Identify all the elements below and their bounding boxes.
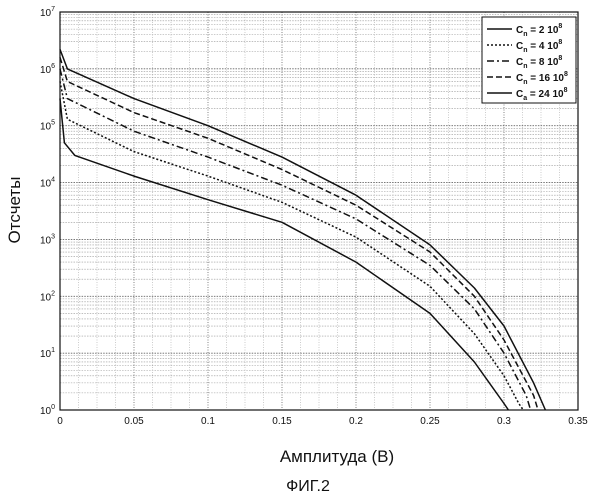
legend-entry: Cn = 16 108 bbox=[516, 71, 568, 86]
y-tick-label: 103 bbox=[40, 233, 55, 246]
legend-entry: Cn = 2 108 bbox=[516, 23, 562, 38]
x-tick-label: 0.05 bbox=[124, 416, 144, 427]
y-tick-label: 101 bbox=[40, 347, 55, 360]
series-line-3 bbox=[59, 68, 532, 411]
x-tick-label: 0.35 bbox=[568, 416, 588, 427]
legend-entry: Ca = 24 108 bbox=[516, 87, 568, 102]
y-tick-label: 102 bbox=[40, 290, 55, 303]
plot-frame bbox=[59, 11, 579, 411]
y-axis-title: Отсчеты bbox=[5, 177, 24, 244]
y-tick-label: 100 bbox=[40, 404, 55, 417]
y-tick-label: 106 bbox=[40, 63, 55, 76]
x-tick-label: 0 bbox=[57, 416, 63, 427]
legend-entry: Cn = 8 108 bbox=[516, 55, 562, 70]
series-line-2 bbox=[59, 81, 524, 411]
x-tick-label: 0.2 bbox=[349, 416, 363, 427]
x-tick-label: 0.25 bbox=[420, 416, 440, 427]
y-tick-labels: 100 101 102 103 104 105 106 107 bbox=[40, 6, 55, 417]
series-line-1 bbox=[59, 98, 510, 411]
x-tick-label: 0.3 bbox=[497, 416, 511, 427]
series-line-5 bbox=[59, 49, 547, 411]
x-tick-label: 0.15 bbox=[272, 416, 292, 427]
series-lines bbox=[59, 49, 547, 411]
y-tick-label: 104 bbox=[40, 177, 55, 190]
y-tick-label: 105 bbox=[40, 120, 55, 133]
figure-caption: ФИГ.2 bbox=[286, 478, 330, 495]
x-tick-labels: 0 0.05 0.1 0.15 0.2 0.25 0.3 0.35 bbox=[57, 416, 588, 427]
x-axis-title: Амплитуда (В) bbox=[280, 447, 394, 466]
y-tick-label: 107 bbox=[40, 6, 55, 19]
series-line-4 bbox=[59, 57, 539, 411]
legend-entry: Cn = 4 108 bbox=[516, 39, 562, 54]
legend-box bbox=[481, 16, 577, 104]
x-tick-label: 0.1 bbox=[201, 416, 215, 427]
